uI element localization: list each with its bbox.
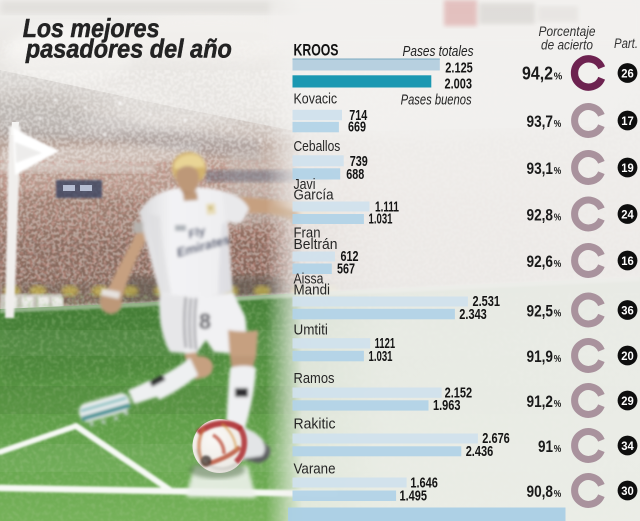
svg-text:Rakitic: Rakitic: [294, 416, 336, 432]
svg-text:de acierto: de acierto: [541, 38, 593, 53]
svg-text:30: 30: [621, 484, 634, 498]
svg-text:1.031: 1.031: [369, 211, 393, 228]
svg-text:567: 567: [337, 261, 355, 278]
svg-text:%: %: [554, 444, 562, 455]
svg-text:2.531: 2.531: [473, 293, 501, 310]
svg-text:1.031: 1.031: [369, 348, 393, 365]
svg-text:Los mejores: Los mejores: [23, 13, 160, 43]
svg-text:93,1: 93,1: [527, 160, 554, 178]
svg-text:%: %: [554, 166, 562, 177]
svg-text:1.495: 1.495: [400, 488, 428, 505]
svg-text:García: García: [294, 188, 335, 204]
svg-text:17: 17: [621, 114, 634, 128]
svg-text:%: %: [554, 399, 562, 410]
svg-text:%: %: [554, 354, 562, 365]
svg-text:Javi: Javi: [294, 177, 316, 193]
svg-text:%: %: [554, 489, 562, 500]
svg-text:29: 29: [621, 394, 634, 408]
svg-text:93,7: 93,7: [527, 113, 554, 131]
svg-text:Beltrán: Beltrán: [294, 237, 338, 253]
svg-text:Mandi: Mandi: [294, 282, 331, 298]
svg-text:%: %: [554, 309, 562, 320]
svg-text:%: %: [554, 119, 562, 130]
svg-text:Kovacic: Kovacic: [294, 91, 338, 107]
svg-text:Porcentaje: Porcentaje: [539, 24, 596, 39]
svg-text:2.125: 2.125: [445, 60, 473, 77]
svg-text:2.436: 2.436: [466, 443, 494, 460]
svg-text:24: 24: [621, 207, 634, 221]
svg-text:26: 26: [621, 66, 634, 80]
svg-text:612: 612: [341, 248, 359, 265]
svg-text:739: 739: [350, 153, 368, 170]
svg-text:Ceballos: Ceballos: [294, 139, 341, 155]
svg-text:pasadores del año: pasadores del año: [25, 34, 232, 64]
svg-text:36: 36: [621, 303, 634, 317]
svg-text:1.111: 1.111: [375, 198, 399, 215]
svg-text:92,6: 92,6: [527, 253, 554, 271]
svg-text:Pases buenos: Pases buenos: [401, 93, 472, 109]
svg-text:20: 20: [621, 349, 634, 363]
svg-text:16: 16: [621, 254, 634, 268]
svg-text:Fran: Fran: [294, 225, 321, 241]
svg-text:2.343: 2.343: [459, 306, 487, 323]
svg-text:1.963: 1.963: [433, 397, 461, 414]
svg-text:92,8: 92,8: [527, 207, 554, 225]
svg-text:%: %: [554, 259, 562, 270]
svg-text:688: 688: [346, 166, 364, 183]
svg-text:Aissa: Aissa: [294, 271, 325, 287]
svg-text:1.646: 1.646: [410, 475, 438, 492]
svg-text:2.003: 2.003: [445, 76, 473, 93]
svg-text:%: %: [554, 213, 562, 224]
svg-text:91,2: 91,2: [527, 393, 554, 411]
svg-text:90,8: 90,8: [527, 483, 554, 501]
svg-text:Varane: Varane: [294, 462, 336, 478]
svg-text:%: %: [554, 71, 563, 83]
svg-text:Umtiti: Umtiti: [294, 323, 328, 339]
svg-text:94,2: 94,2: [522, 64, 553, 84]
svg-text:2.152: 2.152: [445, 384, 473, 401]
svg-text:34: 34: [621, 439, 634, 453]
svg-text:91,9: 91,9: [527, 348, 554, 366]
svg-text:KROOS: KROOS: [294, 41, 339, 60]
svg-text:2.676: 2.676: [482, 430, 510, 447]
svg-text:Pases totales: Pases totales: [403, 44, 474, 60]
svg-text:91: 91: [538, 438, 553, 456]
svg-text:19: 19: [621, 161, 634, 175]
svg-text:Part.: Part.: [614, 36, 638, 51]
svg-text:669: 669: [348, 119, 366, 136]
svg-text:1121: 1121: [375, 335, 396, 352]
svg-text:Ramos: Ramos: [294, 371, 335, 387]
svg-text:714: 714: [349, 107, 367, 124]
svg-text:92,5: 92,5: [527, 303, 554, 321]
